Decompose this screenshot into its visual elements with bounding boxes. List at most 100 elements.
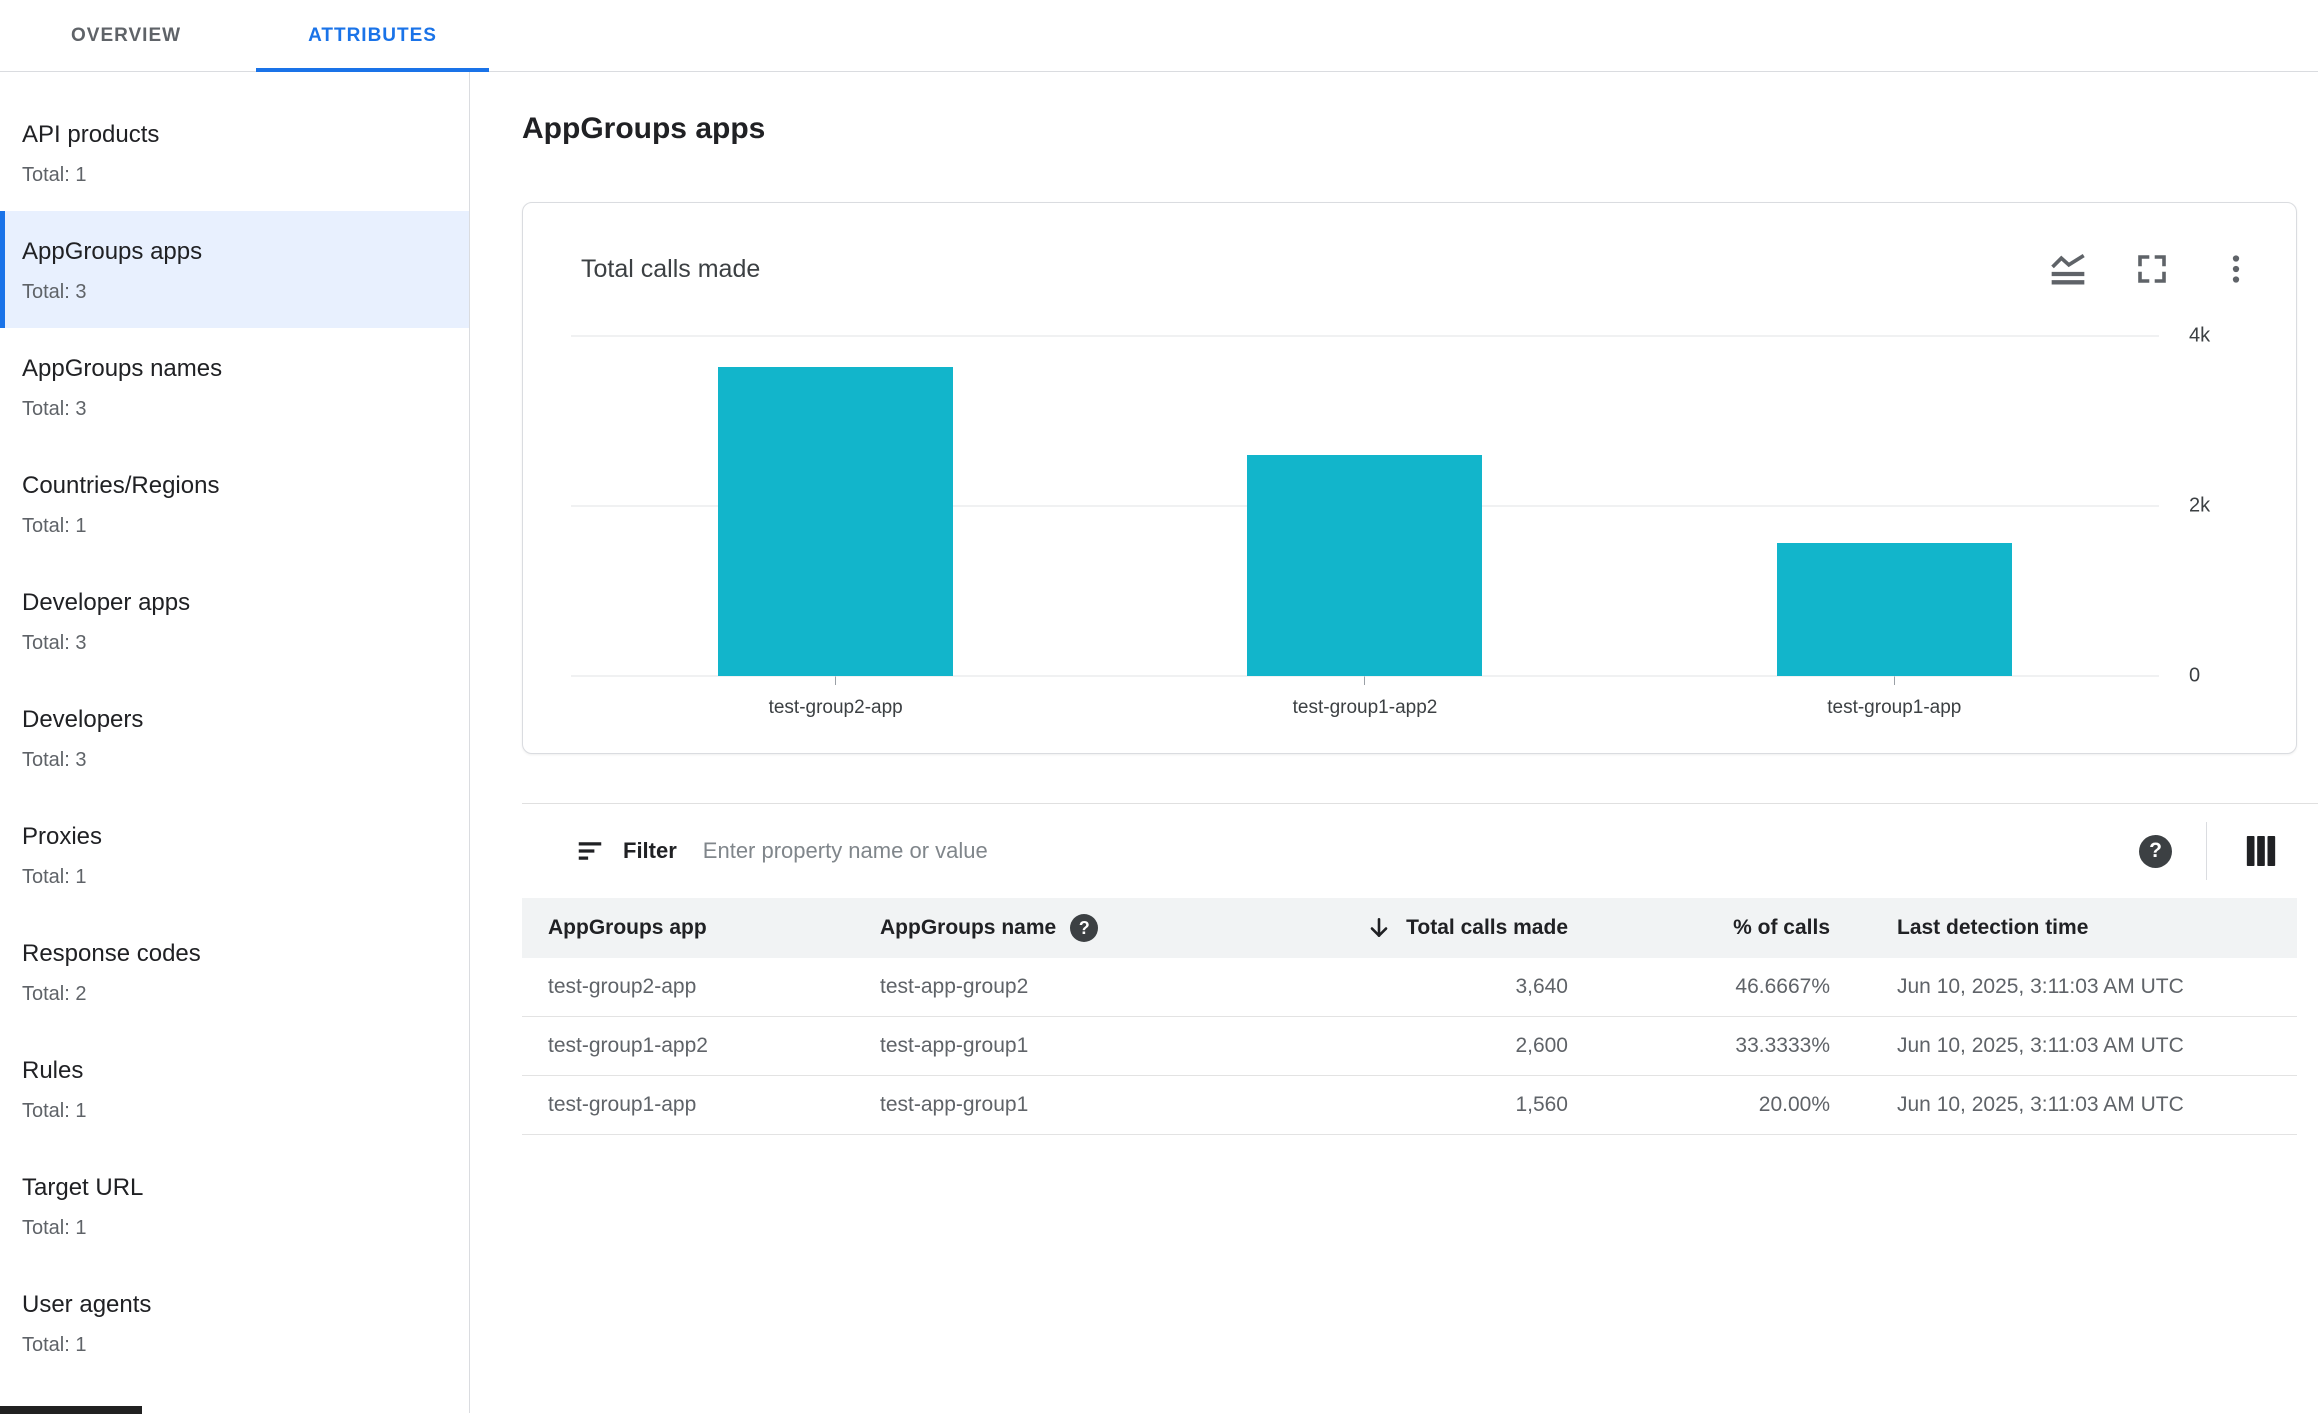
stacked-area-chart-icon[interactable] [2048,249,2088,289]
sidebar-item-total: Total: 1 [22,1217,87,1239]
sidebar-item-developer-apps[interactable]: Developer apps Total: 3 [0,562,469,679]
bar-chart-plot [571,335,2159,677]
x-axis-label: test-group2-app [768,697,903,718]
sidebar-item-label: Proxies [22,823,103,850]
table-row: test-group1-app2 test-app-group1 2,600 3… [522,1017,2297,1076]
cell-last-detection: Jun 10, 2025, 3:11:03 AM UTC [1897,1093,2184,1116]
sidebar-item-total: Total: 1 [22,1334,87,1356]
attributes-table: AppGroups app AppGroups name ? Tota [522,898,2297,1135]
cell-app: test-group1-app2 [548,1034,708,1057]
main-panel: AppGroups apps Total calls made [470,72,2318,1413]
sidebar-item-total: Total: 3 [22,749,87,771]
tab-attributes[interactable]: ATTRIBUTES [256,0,489,72]
fullscreen-icon[interactable] [2132,249,2172,289]
column-header-label: AppGroups name [880,916,1057,939]
bar-chart: 4k 2k 0 [523,325,2296,687]
bar-test-group1-app2[interactable] [1247,455,1483,676]
table-row: test-group1-app test-app-group1 1,560 20… [522,1076,2297,1135]
sidebar-item-api-products[interactable]: API products Total: 1 [0,94,469,211]
sidebar-item-appgroups-apps[interactable]: AppGroups apps Total: 3 [0,211,469,328]
column-header-appgroups-app[interactable]: AppGroups app [548,916,707,939]
sidebar-item-label: Rules [22,1057,84,1084]
table-section: Filter ? [522,803,2318,1135]
column-settings-icon[interactable] [2241,831,2281,871]
sidebar-item-label: API products [22,121,160,148]
sidebar-item-target-url[interactable]: Target URL Total: 1 [0,1147,469,1264]
sidebar-item-developers[interactable]: Developers Total: 3 [0,679,469,796]
cell-name: test-app-group2 [880,975,1029,998]
cell-calls: 1,560 [1515,1093,1568,1116]
sort-descending-icon [1370,918,1388,937]
sidebar-item-user-agents[interactable]: User agents Total: 1 [0,1264,469,1381]
sidebar-item-label: AppGroups names [22,355,223,382]
cell-app: test-group1-app [548,1093,697,1116]
sidebar-item-countries-regions[interactable]: Countries/Regions Total: 1 [0,445,469,562]
sidebar-item-label: Developers [22,706,144,733]
sidebar-item-total: Total: 3 [22,281,87,303]
bar-test-group1-app[interactable] [1776,543,2012,676]
sidebar-item-rules[interactable]: Rules Total: 1 [0,1030,469,1147]
bar-test-group2-app[interactable] [718,366,954,676]
column-header-percent[interactable]: % of calls [1733,916,1830,939]
cell-percent: 20.00% [1758,1093,1830,1116]
chart-title: Total calls made [581,254,761,283]
y-tick-label: 0 [2189,664,2201,687]
filter-icon [578,842,602,860]
sidebar-item-total: Total: 1 [22,1100,87,1122]
cell-last-detection: Jun 10, 2025, 3:11:03 AM UTC [1897,1034,2184,1057]
gridline [571,335,2159,337]
filter-bar: Filter ? [522,804,2297,898]
cell-calls: 2,600 [1515,1034,1568,1057]
attributes-sidebar: API products Total: 1 AppGroups apps Tot… [0,72,470,1413]
y-axis-labels: 4k 2k 0 [2159,325,2296,687]
sidebar-item-response-codes[interactable]: Response codes Total: 2 [0,913,469,1030]
divider [2206,822,2207,880]
filter-label: Filter [623,838,677,863]
x-tick [835,676,837,685]
x-tick [1364,676,1366,685]
sidebar-item-total: Total: 3 [22,398,87,420]
sidebar-item-label: Developer apps [22,589,191,616]
gridline [571,675,2159,677]
sidebar-item-label: User agents [22,1291,152,1318]
filter-button[interactable]: Filter [575,836,677,866]
column-header-appgroups-name[interactable]: AppGroups name ? [880,914,1340,942]
column-header-last-detection[interactable]: Last detection time [1897,916,2089,939]
sidebar-item-label: Target URL [22,1174,144,1201]
filter-input[interactable] [702,838,2139,864]
y-tick-label: 2k [2189,494,2211,517]
cell-app: test-group2-app [548,975,697,998]
cell-last-detection: Jun 10, 2025, 3:11:03 AM UTC [1897,975,2184,998]
cell-percent: 33.3333% [1735,1034,1830,1057]
sidebar-item-proxies[interactable]: Proxies Total: 1 [0,796,469,913]
tab-bar: OVERVIEW ATTRIBUTES [0,0,2318,72]
cell-calls: 3,640 [1515,975,1568,998]
x-axis-label: test-group1-app [1827,697,1962,718]
page-title: AppGroups apps [522,112,766,145]
sidebar-item-appgroups-names[interactable]: AppGroups names Total: 3 [0,328,469,445]
sidebar-item-total: Total: 1 [22,866,87,888]
sidebar-item-total: Total: 2 [22,983,87,1005]
y-tick-label: 4k [2189,324,2211,347]
cell-name: test-app-group1 [880,1093,1029,1116]
column-header-total-calls[interactable]: Total calls made [1340,915,1568,941]
kebab-menu-icon[interactable] [2216,249,2256,289]
sidebar-item-label: AppGroups apps [22,238,203,265]
column-header-label: Total calls made [1406,916,1568,939]
horizontal-scrollbar-thumb[interactable] [0,1406,142,1414]
x-axis-label: test-group1-app2 [1292,697,1438,718]
sidebar-item-total: Total: 3 [22,632,87,654]
table-header-row: AppGroups app AppGroups name ? Tota [522,898,2297,958]
sidebar-item-label: Response codes [22,940,201,967]
help-icon[interactable]: ? [1070,914,1099,942]
chart-card: Total calls made [522,202,2297,754]
x-axis: test-group2-app test-group1-app2 test-grou… [571,676,2159,719]
sidebar-item-label: Countries/Regions [22,472,220,499]
cell-percent: 46.6667% [1735,975,1830,998]
x-tick [1893,676,1895,685]
sidebar-item-total: Total: 1 [22,515,87,537]
cell-name: test-app-group1 [880,1034,1029,1057]
help-icon[interactable]: ? [2139,834,2172,868]
tab-overview[interactable]: OVERVIEW [71,24,182,46]
